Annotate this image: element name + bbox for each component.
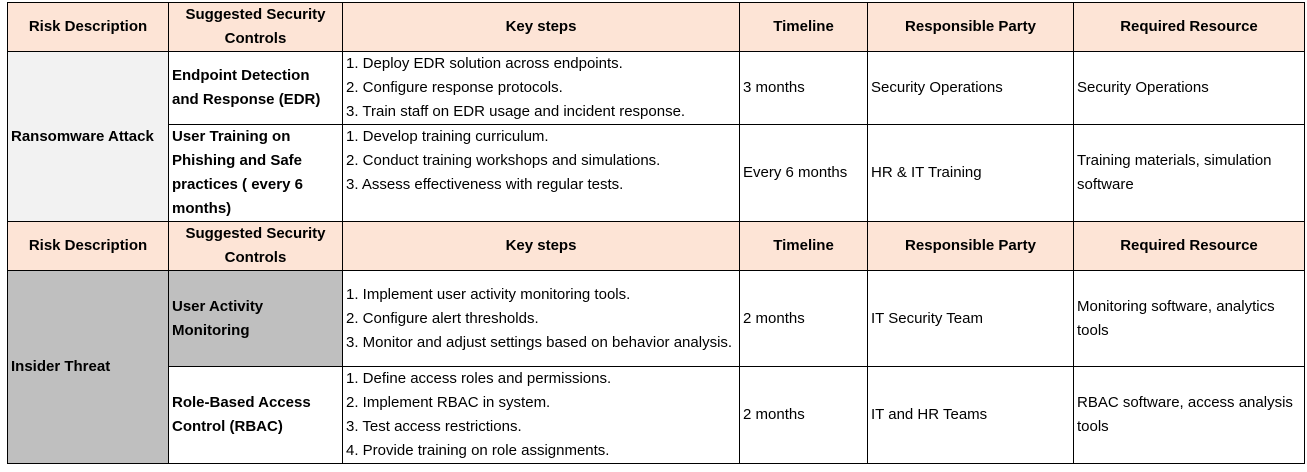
- step-line: 4. Provide training on role assignments.: [346, 442, 610, 459]
- steps-cell: 1. Deploy EDR solution across endpoints.…: [342, 51, 740, 125]
- step-line: 1. Develop training curriculum.: [346, 128, 549, 145]
- resource-cell: Monitoring software, analytics tools: [1073, 270, 1305, 367]
- header-timeline: Timeline: [739, 2, 868, 52]
- header-required-resource: Required Resource: [1073, 221, 1305, 271]
- timeline-cell: 2 months: [739, 270, 868, 367]
- party-cell: HR & IT Training: [867, 124, 1074, 222]
- party-cell: IT and HR Teams: [867, 366, 1074, 464]
- steps-cell: 1. Implement user activity monitoring to…: [342, 270, 740, 367]
- header-key-steps: Key steps: [342, 221, 740, 271]
- step-line: 1. Define access roles and permissions.: [346, 370, 612, 387]
- control-cell: Role-Based Access Control (RBAC): [168, 366, 343, 464]
- step-line: 1. Deploy EDR solution across endpoints.: [346, 55, 623, 72]
- risk-cell-insider: Insider Threat: [7, 270, 169, 464]
- step-line: 1. Implement user activity monitoring to…: [346, 285, 631, 303]
- header-responsible-party: Responsible Party: [867, 2, 1074, 52]
- timeline-cell: 3 months: [739, 51, 868, 125]
- header-suggested-controls: Suggested Security Controls: [168, 221, 343, 271]
- step-line: 2. Implement RBAC in system.: [346, 394, 551, 411]
- step-line: 3. Train staff on EDR usage and incident…: [346, 103, 686, 120]
- control-cell: User Training on Phishing and Safe pract…: [168, 124, 343, 222]
- party-cell: Security Operations: [867, 51, 1074, 125]
- timeline-cell: 2 months: [739, 366, 868, 464]
- steps-cell: 1. Develop training curriculum. 2. Condu…: [342, 124, 740, 222]
- header-required-resource: Required Resource: [1073, 2, 1305, 52]
- timeline-cell: Every 6 months: [739, 124, 868, 222]
- table-row: Role-Based Access Control (RBAC) 1. Defi…: [8, 366, 1305, 464]
- resource-cell: RBAC software, access analysis tools: [1073, 366, 1305, 464]
- step-line: 3. Test access restrictions.: [346, 418, 522, 435]
- step-line: 3. Monitor and adjust settings based on …: [346, 333, 733, 351]
- table-row: Insider Threat User Activity Monitoring …: [7, 270, 1305, 464]
- header-row: Risk Description Suggested Security Cont…: [7, 2, 1305, 52]
- control-cell: User Activity Monitoring: [168, 270, 343, 367]
- header-timeline: Timeline: [739, 221, 868, 271]
- step-line: 2. Configure alert thresholds.: [346, 309, 539, 327]
- risk-mitigation-table: Risk Description Suggested Security Cont…: [7, 2, 1305, 464]
- header-risk-description: Risk Description: [7, 221, 169, 271]
- resource-cell: Security Operations: [1073, 51, 1305, 125]
- control-cell: Endpoint Detection and Response (EDR): [168, 51, 343, 125]
- header-row: Risk Description Suggested Security Cont…: [7, 221, 1305, 271]
- step-line: 2. Conduct training workshops and simula…: [346, 152, 661, 169]
- header-suggested-controls: Suggested Security Controls: [168, 2, 343, 52]
- resource-cell: Training materials, simulation software: [1073, 124, 1305, 222]
- table-row: Ransomware Attack Endpoint Detection and…: [7, 51, 1305, 222]
- step-line: 2. Configure response protocols.: [346, 79, 563, 96]
- table-row: User Training on Phishing and Safe pract…: [8, 124, 1305, 222]
- header-risk-description: Risk Description: [7, 2, 169, 52]
- steps-cell: 1. Define access roles and permissions. …: [342, 366, 740, 464]
- risk-cell-ransomware: Ransomware Attack: [7, 51, 169, 222]
- party-cell: IT Security Team: [867, 270, 1074, 367]
- step-line: 3. Assess effectiveness with regular tes…: [346, 176, 624, 193]
- header-key-steps: Key steps: [342, 2, 740, 52]
- header-responsible-party: Responsible Party: [867, 221, 1074, 271]
